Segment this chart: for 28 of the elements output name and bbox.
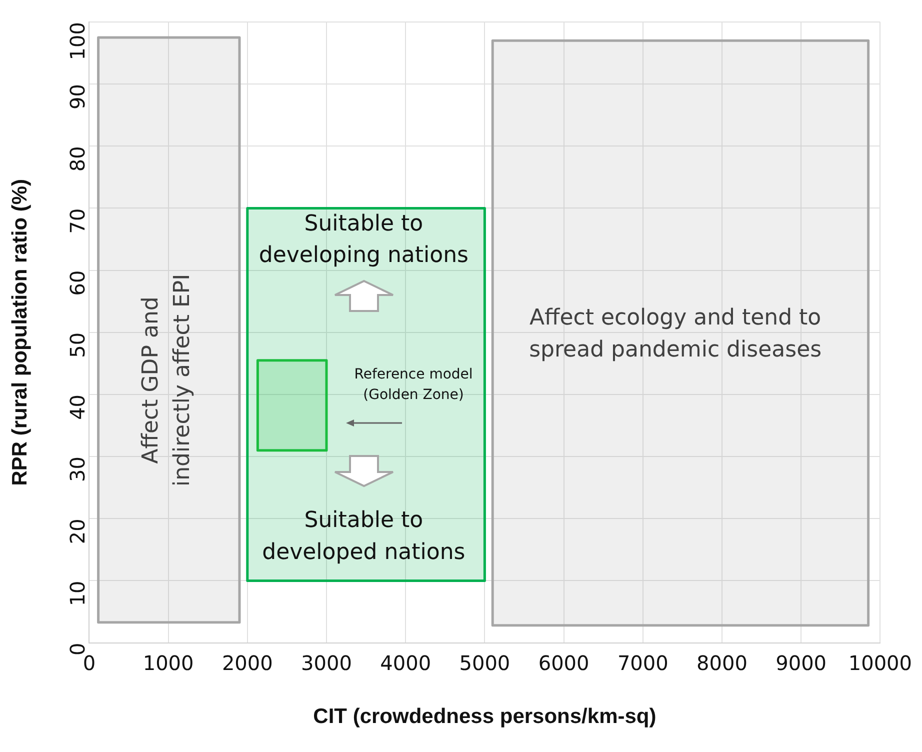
annotation: Affect ecology and tend to spread pandemic diseases [529, 306, 822, 363]
annotation: Affect GDP and indirectly affect EPI [138, 274, 196, 487]
y-tick-label: 90 [65, 84, 90, 110]
y-axis-title: RPR (rural population ratio (%) [8, 178, 32, 486]
y-tick-label: 60 [65, 270, 90, 296]
x-tick-label: 10000 [848, 651, 912, 676]
x-tick-label: 5000 [459, 651, 510, 676]
y-tick-label: 40 [65, 394, 90, 420]
x-axis-title: CIT (crowdedness persons/km-sq) [313, 705, 656, 728]
x-tick-label: 6000 [538, 651, 590, 676]
annotation: Suitable to developed nations [262, 508, 466, 565]
y-tick-label: 50 [65, 332, 90, 358]
y-tick-label: 70 [65, 208, 90, 234]
y-tick-label: 10 [65, 580, 90, 606]
x-tick-label: 8000 [696, 651, 748, 676]
x-tick-label: 9000 [776, 651, 827, 676]
y-tick-label: 100 [65, 22, 90, 60]
x-tick-label: 1000 [142, 651, 194, 676]
x-tick-label: 3000 [301, 651, 352, 676]
annotation: Reference model (Golden Zone) [354, 366, 473, 403]
y-tick-label: 0 [65, 642, 90, 656]
y-tick-label: 20 [65, 518, 90, 544]
x-tick-label: 4000 [380, 651, 432, 676]
y-tick-label: 30 [65, 456, 90, 482]
x-tick-label: 7000 [617, 651, 668, 676]
y-tick-label: 80 [65, 146, 90, 172]
x-tick-label: 2000 [222, 651, 273, 676]
annotation: Suitable to developing nations [258, 211, 468, 268]
